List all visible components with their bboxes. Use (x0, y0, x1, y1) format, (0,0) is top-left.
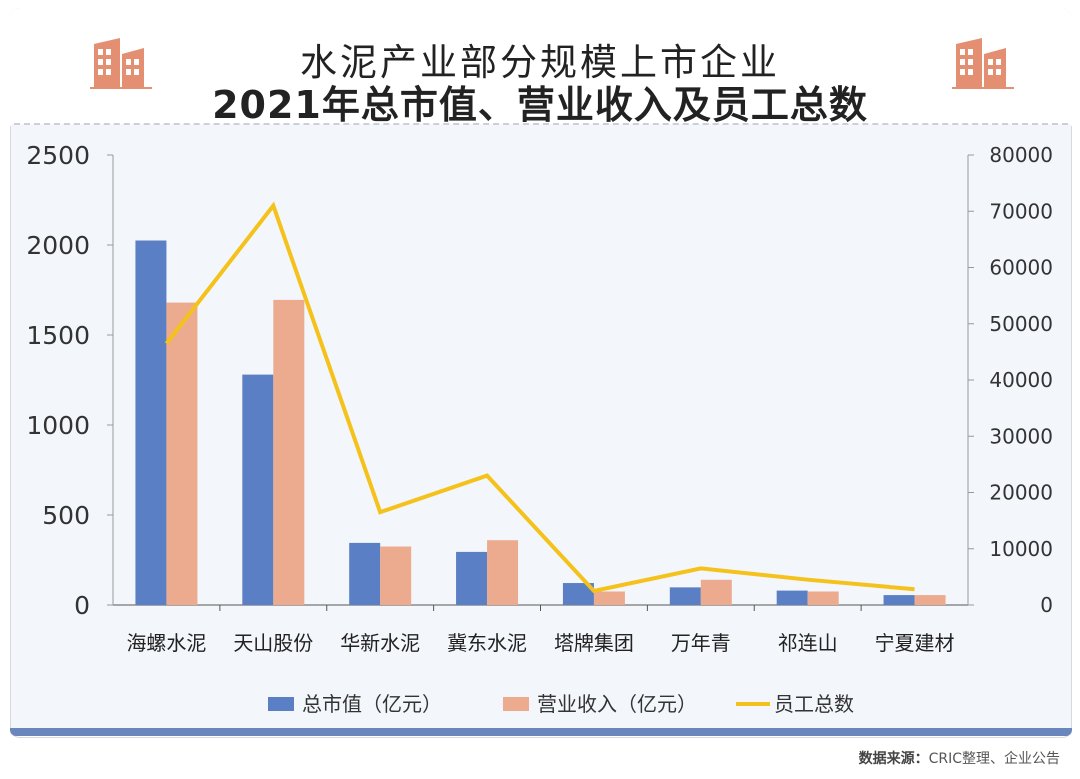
y-left-tick-label: 1500 (26, 321, 90, 350)
legend: 总市值（亿元） 营业收入（亿元） 员工总数 (268, 692, 854, 716)
legend-revenue-label: 营业收入（亿元） (537, 692, 697, 716)
bar-market-cap (776, 590, 808, 605)
buildings-icon (952, 38, 1014, 89)
y-left-tick-label: 500 (42, 501, 90, 530)
bar-revenue (700, 579, 732, 605)
line-employees (164, 201, 915, 594)
x-tick-label: 冀东水泥 (447, 631, 527, 655)
y-right-tick-label: 10000 (989, 537, 1053, 561)
bar-revenue (807, 591, 839, 605)
y-right-tick-label: 0 (1040, 593, 1053, 617)
bar-revenue (380, 546, 412, 605)
legend-employees-label: 员工总数 (774, 692, 854, 716)
chart: 0 500 1000 1500 2000 2500 0 10000 20000 30000 4000… (26, 141, 1053, 716)
chart-title: 水泥产业部分规模上市企业 (300, 41, 780, 84)
x-tick-label: 天山股份 (233, 631, 313, 655)
title-panel (10, 8, 1072, 126)
y-right-tick-label: 40000 (989, 368, 1053, 392)
employee-line (164, 201, 915, 594)
y-left-tick-label: 0 (74, 591, 90, 620)
buildings-icon (90, 38, 152, 89)
y-right-tick-label: 50000 (989, 312, 1053, 336)
bar-revenue (914, 595, 946, 605)
legend-revenue-swatch (503, 697, 529, 711)
title-divider (14, 123, 1068, 125)
y-right-tick-label: 80000 (989, 143, 1053, 167)
bar-revenue (487, 540, 519, 605)
axes: 0 500 1000 1500 2000 2500 0 10000 20000 30000 4000… (26, 141, 1053, 655)
x-tick-label: 海螺水泥 (126, 631, 206, 655)
x-tick-label: 宁夏建材 (875, 631, 955, 655)
y-right-tick-label: 30000 (989, 424, 1053, 448)
bottom-accent-bar (10, 728, 1072, 736)
bar-revenue (593, 591, 625, 605)
bar-market-cap (135, 240, 167, 605)
bar-revenue (166, 302, 198, 605)
y-left-tick-label: 2500 (26, 141, 90, 170)
x-tick-label: 祁连山 (778, 631, 838, 655)
data-source-text: CRIC整理、企业公告 (928, 751, 1060, 767)
chart-subtitle: 2021年总市值、营业收入及员工总数 (212, 83, 868, 127)
bar-revenue (273, 299, 305, 605)
x-tick-label: 塔牌集团 (554, 631, 634, 655)
bar-market-cap (669, 587, 701, 605)
bar-market-cap (349, 542, 381, 605)
legend-market-cap-swatch (268, 697, 294, 711)
x-tick-label: 万年青 (671, 631, 731, 655)
bar-market-cap (562, 583, 594, 605)
y-left-tick-label: 2000 (26, 231, 90, 260)
bars (135, 240, 946, 605)
x-tick-label: 华新水泥 (340, 631, 420, 655)
data-source: 数据来源：CRIC整理、企业公告 (859, 748, 1060, 768)
y-left-tick-label: 1000 (26, 411, 90, 440)
bar-market-cap (883, 595, 915, 605)
data-source-label: 数据来源： (858, 751, 929, 767)
y-right-tick-label: 20000 (989, 481, 1053, 505)
bar-market-cap (242, 374, 274, 605)
y-right-tick-label: 60000 (989, 256, 1053, 280)
bar-market-cap (456, 551, 488, 605)
legend-market-cap-label: 总市值（亿元） (302, 692, 442, 716)
y-right-tick-label: 70000 (989, 199, 1053, 223)
